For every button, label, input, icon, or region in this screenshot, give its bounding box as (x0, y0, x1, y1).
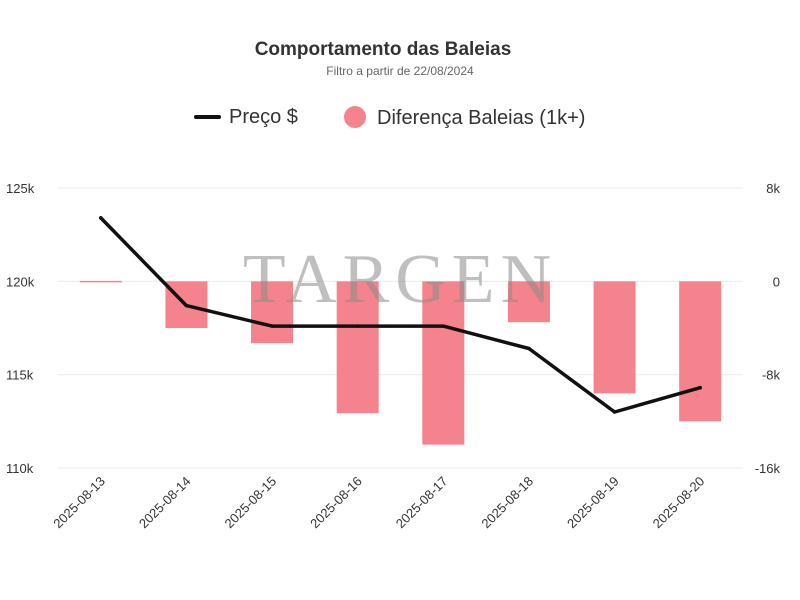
x-tick-label: 2025-08-17 (393, 474, 451, 532)
price-point[interactable] (184, 303, 189, 308)
bar[interactable] (679, 281, 722, 422)
y-left-tick-label: 125k (6, 181, 35, 196)
y-axis-left: 110k 115k 120k 125k (6, 181, 35, 476)
price-point[interactable] (527, 346, 531, 351)
bar[interactable] (593, 281, 636, 394)
x-tick-label: 2025-08-20 (650, 474, 708, 532)
legend-item-whales[interactable]: Diferença Baleias (1k+) (344, 106, 585, 129)
chart-subtitle: Filtro a partir de 22/08/2024 (326, 64, 474, 78)
y-left-tick-label: 110k (6, 461, 34, 476)
price-point[interactable] (99, 216, 103, 220)
y-right-tick-label: 8k (766, 181, 780, 196)
bar[interactable] (79, 280, 122, 283)
bar[interactable] (251, 281, 294, 344)
x-axis: 2025-08-13 2025-08-14 2025-08-15 2025-08-16… (50, 474, 707, 532)
price-point[interactable] (612, 410, 617, 414)
chart-title: Comportamento das Baleias (255, 39, 512, 60)
legend-circle-icon (344, 106, 366, 128)
y-left-tick-label: 120k (6, 274, 35, 289)
x-tick-label: 2025-08-19 (564, 474, 622, 532)
y-right-tick-label: 0 (773, 274, 780, 289)
y-axis-right: -16k -8k 0 8k (755, 181, 781, 476)
y-left-tick-label: 115k (6, 368, 34, 383)
grid (58, 187, 743, 469)
bar[interactable] (422, 281, 465, 445)
price-point[interactable] (270, 324, 274, 328)
legend: Preço $ Diferença Baleias (1k+) (194, 106, 585, 129)
bar[interactable] (336, 281, 379, 414)
price-line-layer (99, 216, 702, 414)
legend-item-price[interactable]: Preço $ (194, 106, 298, 128)
legend-label-whales: Diferença Baleias (1k+) (377, 107, 585, 129)
x-tick-label: 2025-08-14 (136, 474, 194, 532)
watermark: TARGEN (243, 241, 557, 318)
bar[interactable] (507, 281, 550, 323)
bars (79, 280, 722, 445)
x-tick-label: 2025-08-13 (50, 474, 108, 532)
price-line[interactable] (99, 216, 702, 414)
y-right-tick-label: -16k (755, 461, 781, 476)
price-point[interactable] (355, 324, 360, 328)
x-tick-label: 2025-08-16 (307, 474, 365, 532)
price-point[interactable] (441, 324, 446, 328)
x-tick-label: 2025-08-18 (478, 474, 536, 532)
legend-label-price: Preço $ (229, 106, 298, 128)
price-point[interactable] (698, 385, 702, 390)
y-right-tick-label: -8k (762, 368, 781, 383)
x-tick-label: 2025-08-15 (222, 474, 280, 532)
